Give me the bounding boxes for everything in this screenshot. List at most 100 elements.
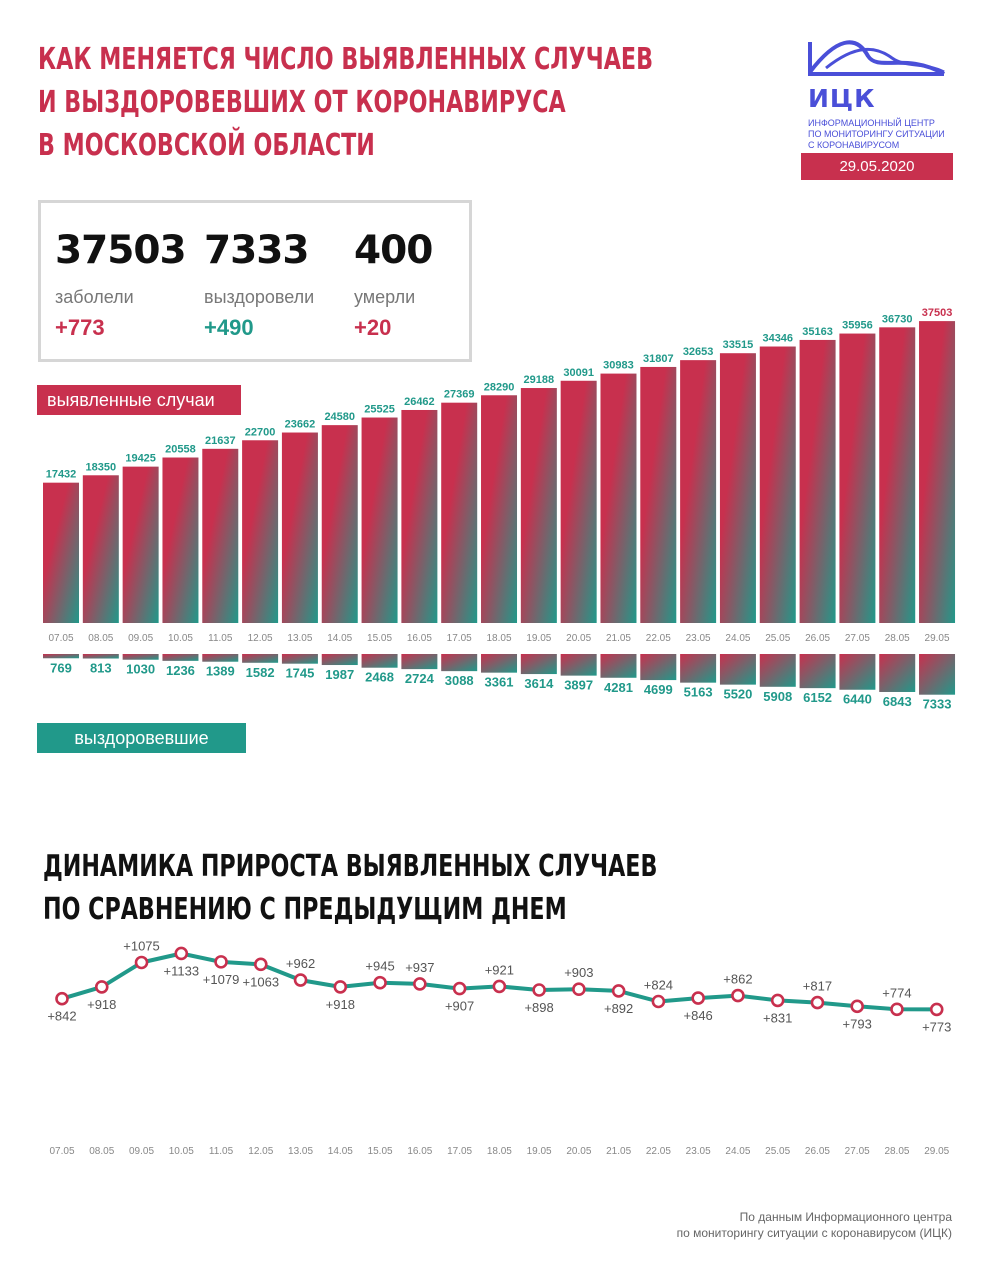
date-tick-label: 16.05: [407, 1146, 432, 1157]
date-tick-label: 07.05: [49, 1146, 74, 1157]
date-tick-label: 15.05: [367, 633, 392, 644]
increase-value-label: +945: [365, 959, 394, 974]
increase-point: [492, 979, 507, 994]
increase-point: [810, 995, 825, 1010]
increase-value-label: +817: [803, 979, 832, 994]
recovered-bar: [321, 654, 358, 666]
recovered-value-label: 3088: [445, 673, 474, 688]
cases-value-label: 30983: [603, 360, 634, 372]
date-tick-label: 25.05: [765, 1146, 790, 1157]
increase-point: [293, 973, 308, 987]
cases-bar: [162, 457, 199, 623]
recovered-value-label: 1030: [126, 662, 155, 677]
cases-value-label: 28290: [484, 381, 515, 393]
date-tick-label: 28.05: [884, 1146, 909, 1157]
recovered-bar: [640, 654, 677, 681]
recovered-bar: [82, 654, 119, 659]
cases-bar: [839, 333, 876, 623]
recovered-bar: [122, 654, 159, 660]
recovered-value-label: 7333: [923, 697, 952, 712]
increase-point: [572, 982, 586, 997]
date-tick-label: 22.05: [646, 1146, 671, 1157]
recovered-value-label: 3614: [524, 676, 554, 691]
date-tick-label: 17.05: [447, 633, 472, 644]
increase-value-label: +918: [87, 997, 116, 1012]
stat-delta: +773: [55, 315, 105, 340]
recovered-bar: [799, 654, 836, 689]
increase-value-label: +846: [684, 1008, 713, 1023]
stat-label: выздоровели: [204, 287, 315, 307]
increase-point: [611, 984, 626, 998]
charts-canvas: 17432 07.05 769 18350 08.05 813 19425 09.05 1030…: [43, 307, 956, 1157]
date-tick-label: 24.05: [725, 1146, 750, 1157]
date-tick-label: 19.05: [527, 1146, 552, 1157]
cases-value-label: 27369: [444, 389, 475, 401]
recovered-value-label: 6440: [843, 692, 872, 707]
increase-value-label: +862: [723, 972, 752, 987]
recovered-value-label: 3361: [485, 675, 514, 690]
increase-point: [770, 993, 785, 1008]
cases-value-label: 21637: [205, 435, 236, 447]
wave-logo-icon: [808, 40, 946, 76]
date-tick-label: 26.05: [805, 633, 830, 644]
increase-value-label: +1133: [164, 963, 200, 978]
recovered-value-label: 1389: [206, 664, 235, 679]
date-tick-label: 08.05: [88, 633, 113, 644]
recovered-value-label: 769: [50, 660, 72, 675]
cases-bar: [441, 402, 478, 623]
increase-point: [134, 955, 149, 970]
recovered-value-label: 3897: [564, 678, 593, 693]
date-tick-label: 13.05: [287, 633, 312, 644]
recovered-bar: [401, 654, 438, 670]
cases-bar: [799, 339, 836, 623]
increase-value-label: +937: [405, 960, 434, 975]
stat-deaths: 400 умерли +20: [354, 229, 433, 341]
cases-bar: [600, 373, 637, 623]
cases-bar: [879, 327, 916, 623]
cases-bar: [640, 366, 677, 623]
stat-delta: +490: [204, 315, 254, 340]
recovered-bar: [520, 654, 557, 675]
date-tick-label: 27.05: [845, 633, 870, 644]
date-tick-label: 26.05: [805, 1146, 830, 1157]
date-tick-label: 27.05: [845, 1146, 870, 1157]
cases-value-label: 35163: [802, 326, 833, 338]
cases-bar: [520, 388, 557, 623]
cases-value-label: 22700: [245, 426, 276, 438]
cases-value-label: 36730: [882, 313, 913, 325]
recovered-bar: [919, 654, 956, 695]
date-tick-label: 07.05: [48, 633, 73, 644]
itsk-logo: ИЦК ИНФОРМАЦИОННЫЙ ЦЕНТР ПО МОНИТОРИНГУ …: [806, 38, 956, 150]
date-tick-label: 17.05: [447, 1146, 472, 1157]
title-line: В МОСКОВСКОЙ ОБЛАСТИ: [38, 128, 375, 163]
increase-point: [890, 1002, 904, 1017]
cases-bar: [401, 409, 438, 623]
cases-bar: [919, 321, 956, 623]
cases-value-label: 17432: [46, 469, 77, 481]
recovered-bar: [281, 654, 318, 664]
date-tick-label: 29.05: [924, 1146, 949, 1157]
date-tick-label: 19.05: [526, 633, 551, 644]
recovered-bar: [560, 654, 597, 676]
date-tick-label: 29.05: [925, 633, 950, 644]
title-line: ПО СРАВНЕНИЮ С ПРЕДЫДУЩИМ ДНЕМ: [43, 892, 567, 927]
cases-value-label: 20558: [165, 444, 196, 456]
stat-value: 37503: [55, 228, 187, 273]
recovered-bar: [202, 654, 239, 662]
date-tick-label: 23.05: [686, 633, 711, 644]
increase-point: [333, 980, 348, 994]
date-tick-label: 15.05: [368, 1146, 393, 1157]
increase-point: [850, 999, 865, 1014]
line-chart-title: ДИНАМИКА ПРИРОСТА ВЫЯВЛЕННЫХ СЛУЧАЕВ ПО …: [43, 845, 657, 931]
stat-recovered: 7333 выздоровели +490: [204, 229, 314, 341]
recovered-value-label: 2724: [405, 671, 435, 686]
cases-bar: [680, 360, 717, 623]
title-line: КАК МЕНЯЕТСЯ ЧИСЛО ВЫЯВЛЕННЫХ СЛУЧАЕВ: [38, 42, 654, 77]
increase-point: [55, 991, 69, 1006]
cases-bar: [242, 440, 279, 623]
cases-value-label: 19425: [125, 453, 156, 465]
stat-value: 7333: [204, 228, 310, 273]
stats-box: 37503 заболели +773 7333 выздоровели +49…: [38, 200, 472, 362]
line-chart: +842 07.05 +918 08.05 +1075 09.05 +1133 10.05 +1…: [47, 938, 951, 1157]
recovered-bar: [719, 654, 756, 685]
